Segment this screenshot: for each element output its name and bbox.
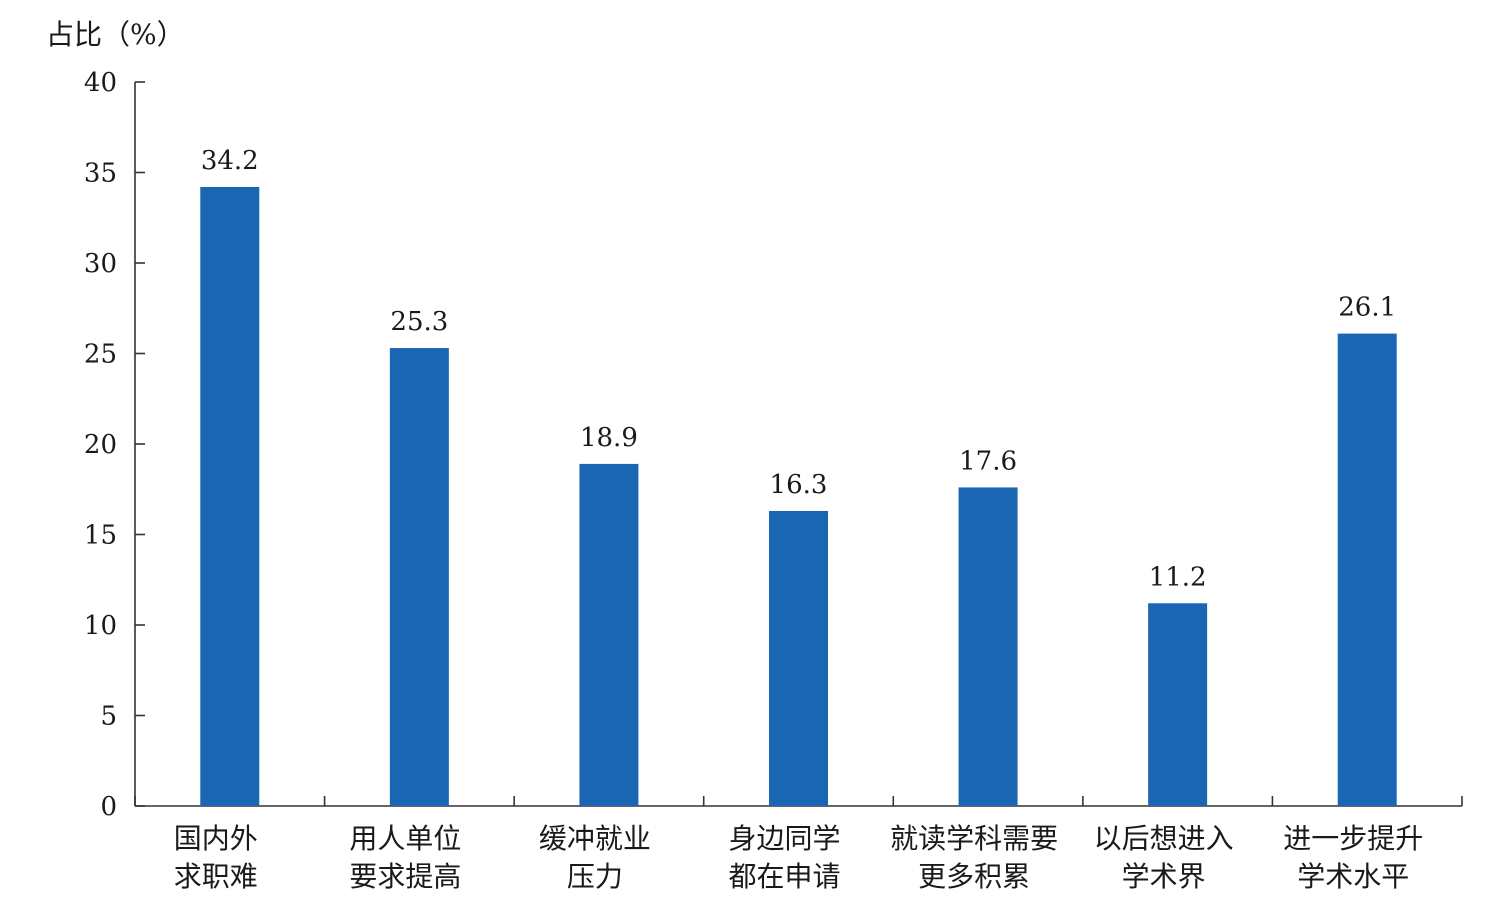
- data-label: 34.2: [201, 146, 259, 176]
- bar: [958, 487, 1018, 806]
- y-tick-label: 30: [84, 249, 117, 279]
- bar: [1337, 333, 1397, 806]
- y-axis-label: 占比（%）: [46, 18, 185, 51]
- x-tick-label: 用人单位: [349, 822, 461, 855]
- y-tick-label: 10: [84, 611, 117, 641]
- x-tick-label: 更多积累: [918, 860, 1030, 893]
- bar: [200, 186, 260, 807]
- bar: [389, 348, 449, 806]
- x-tick-label: 身边同学: [728, 822, 840, 855]
- x-tick-label: 压力: [567, 860, 623, 893]
- x-tick-label: 缓冲就业: [539, 822, 651, 855]
- data-label: 25.3: [390, 307, 448, 337]
- y-tick-label: 15: [84, 521, 117, 551]
- x-tick-label: 要求提高: [349, 860, 461, 893]
- x-tick-label: 就读学科需要: [890, 822, 1058, 855]
- data-label: 11.2: [1149, 562, 1207, 592]
- x-tick-label: 进一步提升: [1283, 822, 1423, 855]
- bar: [579, 463, 639, 806]
- y-tick-label: 20: [84, 430, 117, 460]
- y-tick-label: 35: [84, 159, 117, 189]
- bar: [769, 510, 828, 806]
- x-tick-label: 都在申请: [728, 860, 840, 893]
- data-label: 26.1: [1338, 293, 1396, 323]
- y-tick-label: 0: [100, 792, 117, 822]
- data-label: 16.3: [770, 470, 828, 500]
- bar: [1148, 603, 1208, 806]
- y-tick-label: 5: [100, 702, 117, 732]
- x-tick-label: 学术界: [1122, 860, 1206, 893]
- data-label: 17.6: [959, 446, 1017, 476]
- x-tick-label: 求职难: [174, 860, 258, 893]
- bars: [200, 186, 1397, 807]
- x-tick-label: 学术水平: [1297, 860, 1409, 893]
- x-tick-label: 以后想进入: [1094, 822, 1234, 855]
- x-tick-label: 国内外: [174, 822, 258, 855]
- y-tick-label: 40: [84, 68, 117, 98]
- y-tick-label: 25: [84, 340, 117, 370]
- axes: 0 5 10 15 20 25 30 35 40: [84, 68, 1463, 822]
- data-label: 18.9: [580, 423, 638, 453]
